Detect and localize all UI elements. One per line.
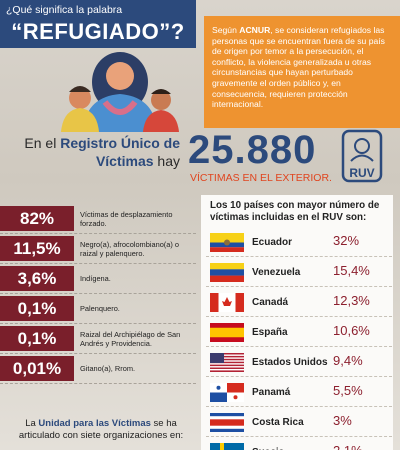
registry-lead-text: En el — [24, 135, 57, 151]
group-label: Gitano(a), Rrom. — [80, 364, 136, 373]
country-percent: 5,5% — [333, 383, 363, 398]
country-percent: 2,1% — [333, 443, 363, 450]
flag-usa — [210, 353, 244, 372]
flag-canada — [210, 293, 244, 312]
definition: Según ACNUR, se consideran refugiados la… — [204, 16, 400, 128]
group-label: Negro(a), afrocolombiano(a) o raizal y p… — [80, 239, 179, 258]
group-label: Palenquero. — [80, 304, 120, 313]
country-name: Estados Unidos — [252, 357, 328, 368]
group-row: 3,6% Indígena. — [0, 264, 196, 294]
countries-title: Los 10 países con mayor número de víctim… — [210, 200, 380, 223]
country-name: Costa Rica — [252, 417, 304, 428]
group-percent: 0,01% — [0, 356, 74, 381]
footer-text: La Unidad para las Víctimas se ha articu… — [10, 418, 192, 442]
country-row: Venezuela 15,4% — [206, 258, 392, 287]
flag-venezuela — [210, 263, 244, 282]
country-name: Panamá — [252, 387, 291, 398]
country-name: Ecuador — [252, 237, 293, 248]
group-row: 11,5% Negro(a), afrocolombiano(a) o raiza… — [0, 234, 196, 264]
group-row: 0,1% Palenquero. — [0, 294, 196, 324]
family-illustration — [61, 52, 179, 132]
definition-text: , se consideran refugiados las personas … — [212, 25, 385, 110]
group-percent: 11,5% — [0, 236, 74, 261]
footer-tail: se ha articulado con siete organizacione… — [18, 418, 184, 441]
country-name: Canadá — [252, 297, 289, 308]
country-row: Canadá 12,3% — [206, 288, 392, 317]
keyword: “REFUGIADO”? — [11, 19, 185, 44]
country-name: Venezuela — [252, 267, 301, 278]
country-name: Suecia — [252, 447, 284, 450]
country-row: Panamá 5,5% — [206, 378, 392, 407]
flag-spain — [210, 323, 244, 342]
footer-org: Unidad para las Víctimas — [38, 418, 151, 429]
flag-costa-rica — [210, 413, 244, 432]
flag-ecuador — [210, 233, 244, 252]
ruv-icon — [341, 129, 383, 183]
group-percent: 0,1% — [0, 296, 74, 321]
victim-count: 25.880 — [188, 128, 317, 172]
country-percent: 12,3% — [333, 293, 370, 308]
group-percent: 0,1% — [0, 326, 74, 351]
country-row: Ecuador 32% — [206, 228, 392, 257]
group-percent: 3,6% — [0, 266, 74, 291]
flag-sweden — [210, 443, 244, 450]
registry-lead-text: hay — [157, 153, 180, 169]
group-label: Víctimas de desplazamiento forzado. — [80, 209, 173, 228]
country-percent: 32% — [333, 233, 360, 248]
definition-source: ACNUR — [239, 25, 271, 35]
flag-panama — [210, 383, 244, 402]
country-row: Estados Unidos 9,4% — [206, 348, 392, 377]
country-percent: 15,4% — [333, 263, 370, 278]
group-label: Indígena. — [80, 274, 111, 283]
count-caption: VÍCTIMAS EN EL EXTERIOR. — [190, 172, 332, 184]
group-label: Raizal del Archipiélago de San Andrés y … — [80, 329, 181, 348]
group-row: 82% Víctimas de desplazamiento forzado. — [0, 204, 196, 234]
country-row: Costa Rica 3% — [206, 408, 392, 437]
title-banner: ¿Qué significa la palabra “REFUGIADO”? — [0, 0, 196, 48]
country-percent: 9,4% — [333, 353, 363, 368]
group-row: 0,1% Raizal del Archipiélago de San André… — [0, 324, 196, 354]
country-percent: 3% — [333, 413, 352, 428]
country-name: España — [252, 327, 288, 338]
footer-lead: La — [25, 418, 36, 429]
country-percent: 10,6% — [333, 323, 370, 338]
question: ¿Qué significa la palabra — [6, 4, 123, 16]
country-row: Suecia 2,1% — [206, 438, 392, 450]
country-row: España 10,6% — [206, 318, 392, 347]
group-row: 0,01% Gitano(a), Rrom. — [0, 354, 196, 384]
definition-text: Según — [212, 25, 237, 35]
registry-lead: En el Registro Único de Víctimas hay — [20, 134, 180, 170]
ruv-badge: RUV — [349, 166, 375, 180]
registry-name: Registro Único de Víctimas — [60, 135, 180, 169]
group-percent: 82% — [0, 206, 74, 231]
